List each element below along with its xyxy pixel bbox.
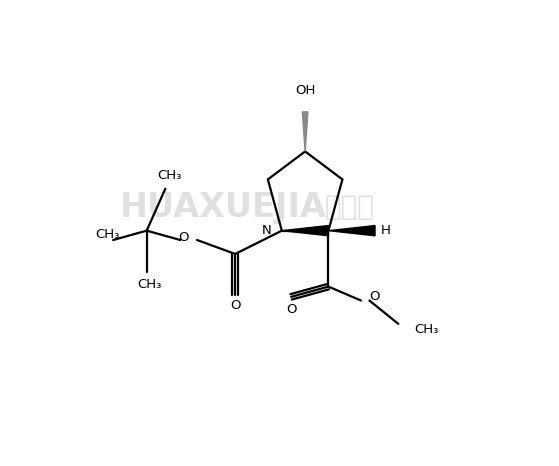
Text: O: O — [369, 290, 380, 303]
Text: O: O — [286, 303, 296, 316]
Text: OH: OH — [295, 84, 315, 97]
Text: CH₃: CH₃ — [157, 169, 181, 182]
Polygon shape — [282, 226, 329, 236]
Text: CH₃: CH₃ — [96, 228, 120, 241]
Text: HUAXUEJIA: HUAXUEJIA — [120, 191, 327, 224]
Text: CH₃: CH₃ — [415, 323, 439, 336]
Text: O: O — [178, 231, 188, 244]
Text: H: H — [380, 224, 390, 237]
Text: O: O — [230, 299, 240, 312]
Polygon shape — [302, 112, 308, 151]
Text: CH₃: CH₃ — [137, 278, 161, 291]
Text: 化学加: 化学加 — [324, 193, 375, 221]
Polygon shape — [329, 226, 375, 236]
Text: N: N — [262, 224, 272, 237]
